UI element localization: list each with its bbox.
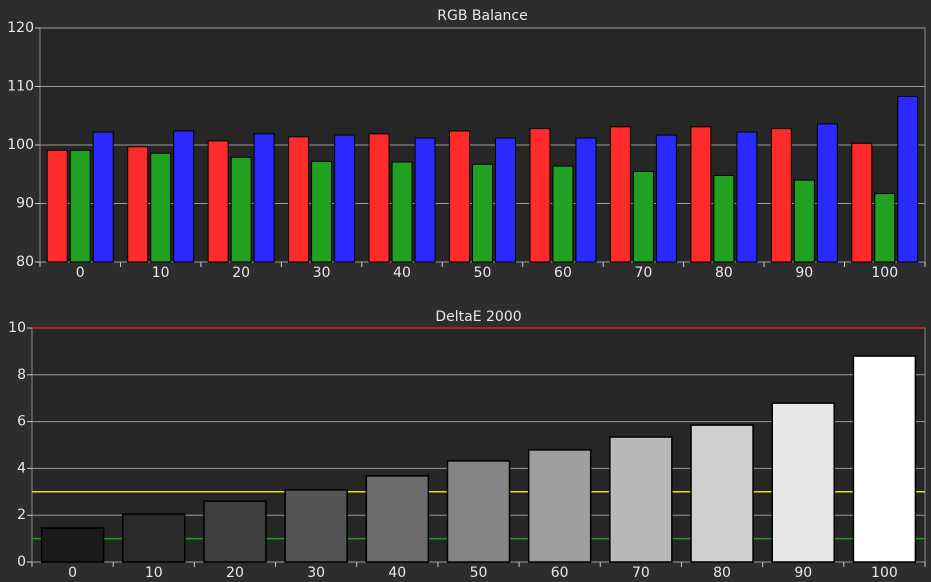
x-tick-label: 80 — [713, 565, 731, 581]
chart-title: DeltaE 2000 — [435, 309, 521, 325]
bar — [632, 170, 654, 263]
x-tick-label: 0 — [76, 265, 85, 281]
x-tick-label: 70 — [634, 265, 652, 281]
bar — [122, 513, 186, 563]
bar — [527, 449, 592, 563]
bar — [365, 475, 430, 563]
x-tick-label: 60 — [554, 265, 572, 281]
bar — [897, 95, 919, 263]
y-tick-label: 80 — [16, 254, 34, 270]
x-tick-label: 20 — [232, 265, 250, 281]
bar — [207, 140, 229, 263]
x-tick-label: 70 — [632, 565, 650, 581]
bar — [40, 527, 105, 563]
bar — [609, 126, 631, 263]
bar — [288, 136, 310, 263]
x-tick-label: 90 — [794, 565, 812, 581]
x-tick-label: 100 — [871, 565, 898, 581]
bar — [575, 137, 597, 263]
bar — [368, 133, 390, 263]
bar — [203, 500, 267, 563]
y-tick-label: 4 — [17, 460, 26, 476]
x-tick-label: 10 — [145, 565, 163, 581]
bar — [311, 160, 333, 263]
bar — [173, 130, 195, 263]
y-tick-label: 10 — [8, 320, 26, 336]
bar — [529, 128, 551, 263]
y-tick-label: 2 — [17, 507, 26, 523]
x-tick-label: 40 — [393, 265, 411, 281]
bar — [472, 163, 493, 263]
bar — [713, 174, 735, 263]
bar — [253, 133, 275, 263]
bar — [552, 165, 574, 263]
bar — [609, 436, 673, 563]
bar — [414, 137, 436, 263]
bar — [793, 179, 815, 263]
y-tick-label: 90 — [16, 196, 34, 212]
bar — [690, 424, 754, 563]
bar — [449, 130, 470, 263]
y-tick-label: 6 — [17, 414, 26, 430]
bar — [334, 134, 356, 263]
bar — [655, 134, 677, 263]
x-tick-label: 100 — [871, 265, 898, 281]
bar — [150, 152, 172, 263]
y-tick-label: 100 — [7, 137, 34, 153]
y-tick-label: 110 — [7, 79, 34, 95]
bar — [92, 131, 114, 263]
y-tick-label: 120 — [7, 20, 34, 36]
bar — [495, 137, 516, 263]
bar — [69, 149, 91, 263]
x-tick-label: 90 — [795, 265, 813, 281]
x-tick-label: 20 — [226, 565, 244, 581]
bar — [851, 142, 873, 263]
x-tick-label: 50 — [470, 565, 488, 581]
bar — [771, 402, 835, 563]
x-tick-label: 60 — [551, 565, 569, 581]
bar — [446, 460, 511, 563]
y-tick-label: 0 — [17, 554, 26, 570]
bar — [230, 156, 252, 263]
x-tick-label: 40 — [388, 565, 406, 581]
x-tick-label: 0 — [68, 565, 77, 581]
bar — [284, 489, 348, 563]
bar — [874, 193, 896, 263]
chart-title: RGB Balance — [437, 8, 527, 24]
bar — [816, 123, 838, 263]
x-tick-label: 50 — [474, 265, 492, 281]
bar — [46, 149, 68, 263]
x-tick-label: 10 — [152, 265, 170, 281]
y-tick-label: 8 — [17, 367, 26, 383]
x-tick-label: 30 — [307, 565, 325, 581]
bar — [736, 131, 758, 263]
bar — [690, 126, 712, 263]
bar — [127, 146, 149, 263]
x-tick-label: 30 — [313, 265, 331, 281]
x-tick-label: 80 — [715, 265, 733, 281]
bar — [770, 128, 792, 263]
bar — [391, 161, 413, 263]
bar — [852, 355, 917, 563]
